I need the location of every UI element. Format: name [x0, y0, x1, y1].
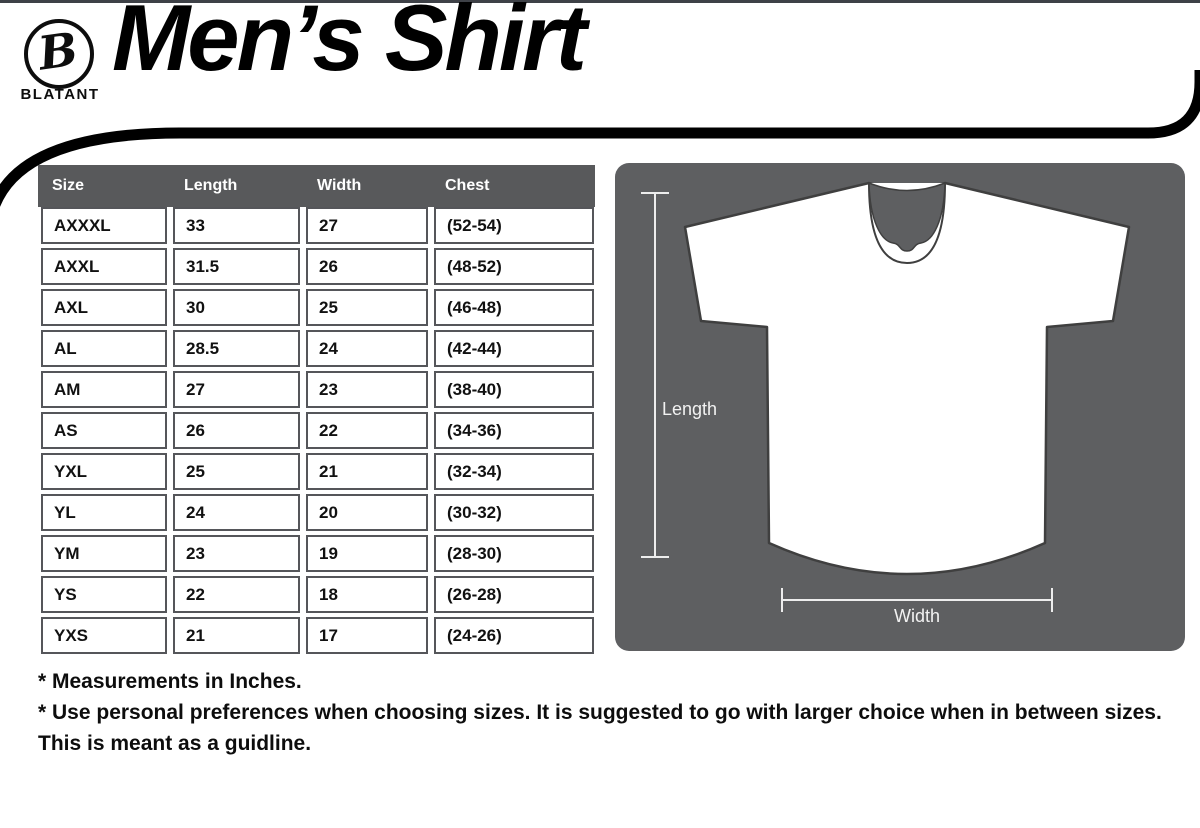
notes: * Measurements in Inches. * Use personal…	[38, 666, 1166, 759]
table-cell: YM	[41, 535, 167, 572]
shirt-collar-back	[868, 181, 946, 252]
table-cell: (30-32)	[434, 494, 594, 531]
note-guideline: * Use personal preferences when choosing…	[38, 701, 1162, 755]
brand-logo-letter: B	[34, 21, 81, 81]
table-cell: AXL	[41, 289, 167, 326]
table-cell: (52-54)	[434, 207, 594, 244]
table-cell: 31.5	[173, 248, 300, 285]
table-cell: 19	[306, 535, 428, 572]
table-cell: 24	[306, 330, 428, 367]
table-cell: (32-34)	[434, 453, 594, 490]
length-measure-line	[641, 192, 669, 558]
table-cell: 28.5	[173, 330, 300, 367]
shirt-diagram	[641, 181, 1131, 612]
table-cell: AXXL	[41, 248, 167, 285]
table-cell: 22	[306, 412, 428, 449]
table-cell: AS	[41, 412, 167, 449]
table-cell: YL	[41, 494, 167, 531]
table-cell: AL	[41, 330, 167, 367]
column-header: Length	[184, 177, 238, 194]
table-cell: (46-48)	[434, 289, 594, 326]
table-cell: YS	[41, 576, 167, 613]
table-cell: 22	[173, 576, 300, 613]
table-cell: 27	[306, 207, 428, 244]
size-table-body: AXXXL 33 27 (52-54) AXXL 31.5 26 (48-52) AXL 30 25…	[41, 207, 594, 654]
table-cell: 17	[306, 617, 428, 654]
table-cell: (28-30)	[434, 535, 594, 572]
column-header: Chest	[445, 177, 490, 194]
size-table-header: Size Length Width Chest	[38, 165, 595, 207]
table-cell: YXS	[41, 617, 167, 654]
page-title: Men’s Shirt	[112, 0, 587, 90]
table-cell: (42-44)	[434, 330, 594, 367]
table-cell: 21	[306, 453, 428, 490]
length-label: Length	[662, 399, 718, 419]
table-cell: 30	[173, 289, 300, 326]
brand-name: BLATANT	[20, 86, 100, 103]
table-cell: 20	[306, 494, 428, 531]
top-border-line	[0, 0, 1200, 3]
shirt-diagram-panel: Length Width	[615, 163, 1185, 651]
table-cell: 26	[173, 412, 300, 449]
width-label: Width	[893, 606, 940, 626]
table-cell: 27	[173, 371, 300, 408]
table-cell: 23	[306, 371, 428, 408]
brand-logo-mark: B	[24, 19, 94, 89]
column-header: Width	[317, 177, 362, 194]
table-cell: 23	[173, 535, 300, 572]
table-cell: AXXXL	[41, 207, 167, 244]
table-cell: (26-28)	[434, 576, 594, 613]
note-units: * Measurements in Inches.	[38, 670, 302, 693]
table-cell: AM	[41, 371, 167, 408]
table-cell: YXL	[41, 453, 167, 490]
table-cell: 33	[173, 207, 300, 244]
table-cell: 26	[306, 248, 428, 285]
table-cell: (48-52)	[434, 248, 594, 285]
table-cell: 25	[173, 453, 300, 490]
column-header: Size	[52, 177, 85, 194]
table-cell: 18	[306, 576, 428, 613]
table-cell: (38-40)	[434, 371, 594, 408]
table-cell: 21	[173, 617, 300, 654]
table-cell: 25	[306, 289, 428, 326]
table-cell: 24	[173, 494, 300, 531]
table-cell: (34-36)	[434, 412, 594, 449]
table-cell: (24-26)	[434, 617, 594, 654]
width-measure-line	[781, 588, 1053, 612]
